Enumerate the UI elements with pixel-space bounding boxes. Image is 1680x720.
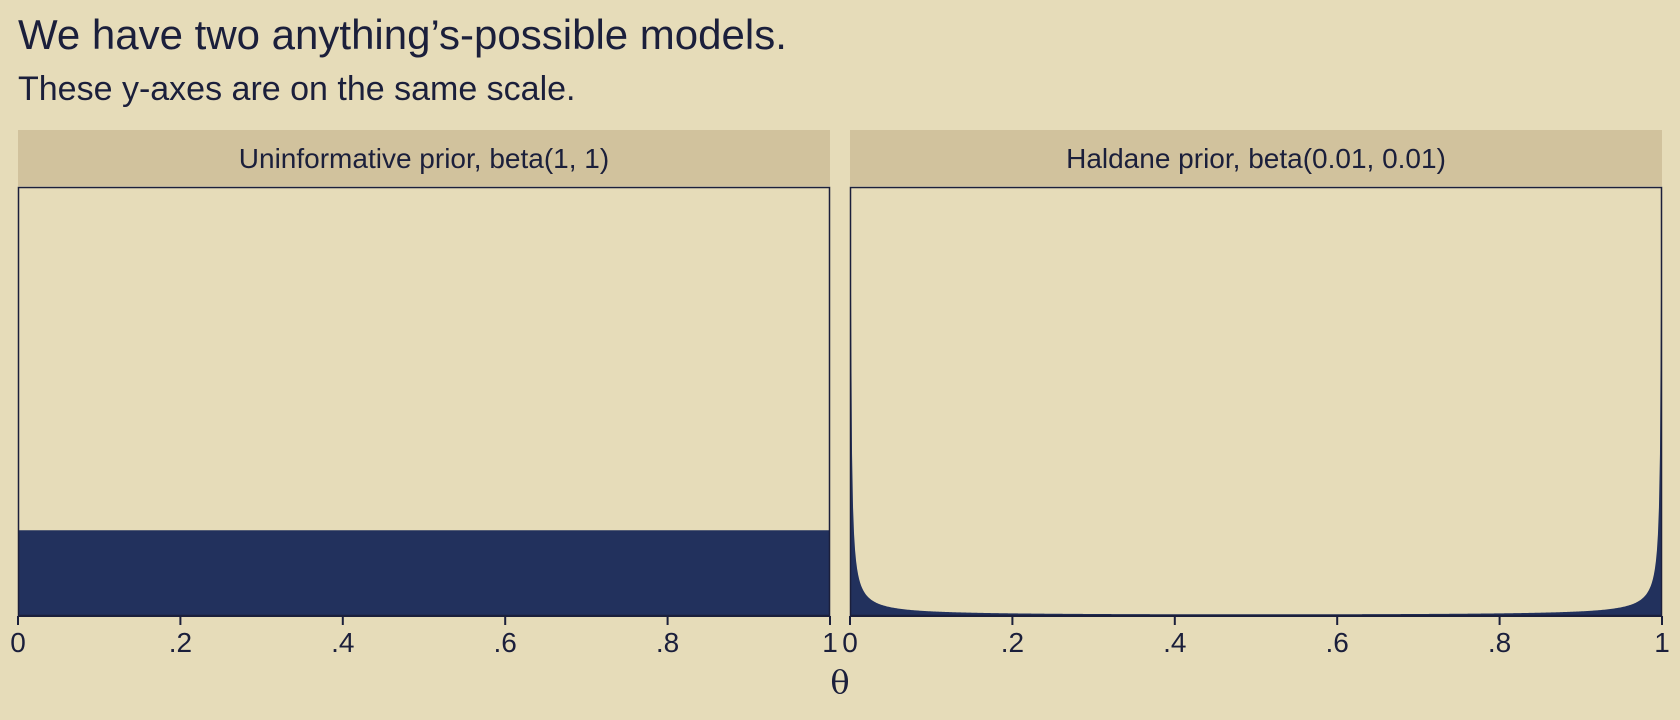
density-area bbox=[18, 530, 830, 616]
panel-border bbox=[849, 186, 1663, 617]
x-axis-label: θ bbox=[830, 663, 849, 701]
x-tick-label: 1 bbox=[822, 627, 838, 658]
x-tick-label: .6 bbox=[494, 627, 517, 658]
x-tick-label: .4 bbox=[1163, 627, 1186, 658]
panel-2: Haldane prior, beta(0.01, 0.01) 0 .2 .4 .6 .8… bbox=[842, 130, 1670, 658]
panel-strip-label: Haldane prior, beta(0.01, 0.01) bbox=[1066, 143, 1446, 174]
x-tick-label: 0 bbox=[10, 627, 26, 658]
x-tick-label: 0 bbox=[842, 627, 858, 658]
x-tick-label: 1 bbox=[1654, 627, 1670, 658]
panel-strip bbox=[18, 130, 830, 186]
panel-strip bbox=[850, 130, 1662, 186]
x-tick-label: .6 bbox=[1326, 627, 1349, 658]
x-tick-label: .4 bbox=[331, 627, 354, 658]
x-tick-label: .8 bbox=[656, 627, 679, 658]
density-area bbox=[850, 187, 1662, 616]
x-tick-label: .8 bbox=[1488, 627, 1511, 658]
chart-title: We have two anything’s-possible models. bbox=[18, 11, 787, 58]
panel-1: Uninformative prior, beta(1, 1) 0 .2 .4 .6 .8… bbox=[10, 130, 838, 658]
chart-subtitle: These y-axes are on the same scale. bbox=[18, 70, 576, 108]
x-tick-label: .2 bbox=[169, 627, 192, 658]
x-tick-label: .2 bbox=[1001, 627, 1024, 658]
panel-strip-label: Uninformative prior, beta(1, 1) bbox=[239, 143, 609, 174]
